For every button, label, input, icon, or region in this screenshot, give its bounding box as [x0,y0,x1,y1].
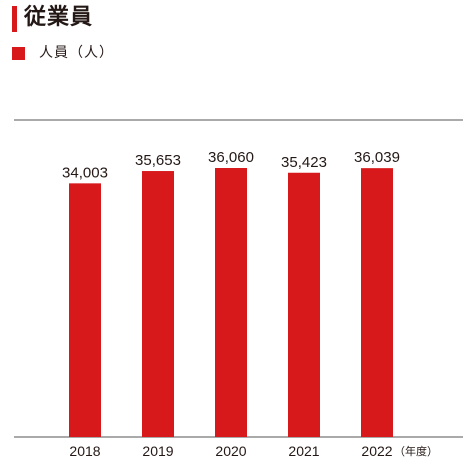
value-label-2020: 36,060 [208,149,254,166]
x-tick-2018: 2018 [69,443,100,459]
bar-2019 [142,171,174,437]
x-tick-2021: 2021 [288,443,319,459]
value-label-2019: 35,653 [135,152,181,169]
bar-2022 [361,168,393,437]
x-tick-2020: 2020 [215,443,246,459]
bar-2021 [288,172,320,437]
legend-label: 人員（人） [39,45,114,61]
x-tick-2022: 2022 [361,443,392,459]
value-label-2022: 36,039 [354,149,400,166]
title-accent-bar [12,6,17,32]
page-title: 従業員 [24,5,94,30]
bar-2018 [69,183,101,437]
bar-2020 [215,168,247,437]
legend: 人員（人） [12,43,114,63]
x-axis-unit-label: （年度） [394,444,438,458]
x-tick-2019: 2019 [142,443,173,459]
value-label-2018: 34,003 [62,164,108,181]
legend-swatch [12,46,25,60]
value-label-2021: 35,423 [281,154,327,171]
